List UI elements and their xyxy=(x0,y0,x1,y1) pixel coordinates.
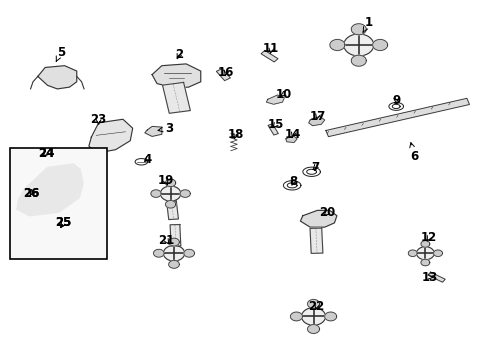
Polygon shape xyxy=(89,119,132,153)
Polygon shape xyxy=(38,66,77,89)
Polygon shape xyxy=(433,250,442,256)
Polygon shape xyxy=(261,50,277,62)
Polygon shape xyxy=(170,225,181,246)
Polygon shape xyxy=(168,238,179,246)
Text: 26: 26 xyxy=(23,187,40,200)
Polygon shape xyxy=(372,40,387,50)
Polygon shape xyxy=(266,95,284,104)
Text: 5: 5 xyxy=(56,46,65,62)
Polygon shape xyxy=(153,249,164,257)
Text: 20: 20 xyxy=(318,206,335,219)
Polygon shape xyxy=(307,325,319,333)
Text: 8: 8 xyxy=(288,175,297,188)
Bar xyxy=(10,148,107,258)
Polygon shape xyxy=(308,116,324,126)
Polygon shape xyxy=(309,228,322,253)
Text: 16: 16 xyxy=(217,66,234,79)
Text: 10: 10 xyxy=(275,88,291,101)
Text: 25: 25 xyxy=(55,216,72,229)
Polygon shape xyxy=(350,24,366,35)
Text: 19: 19 xyxy=(157,174,174,187)
Polygon shape xyxy=(407,250,416,256)
Text: 11: 11 xyxy=(263,42,279,55)
Text: 3: 3 xyxy=(158,122,173,135)
Polygon shape xyxy=(151,190,161,197)
Polygon shape xyxy=(144,126,162,136)
Text: 24: 24 xyxy=(38,147,54,160)
Polygon shape xyxy=(301,308,325,325)
Text: 12: 12 xyxy=(420,231,436,244)
Polygon shape xyxy=(420,259,429,266)
Text: 18: 18 xyxy=(227,129,244,141)
Polygon shape xyxy=(165,179,175,186)
Polygon shape xyxy=(343,34,373,56)
Text: 22: 22 xyxy=(308,300,324,313)
Text: 13: 13 xyxy=(421,271,437,284)
Text: 6: 6 xyxy=(409,143,418,163)
Polygon shape xyxy=(163,246,184,261)
Polygon shape xyxy=(216,69,230,81)
Polygon shape xyxy=(267,124,278,135)
Polygon shape xyxy=(416,247,433,260)
Text: 9: 9 xyxy=(391,94,400,107)
Text: 7: 7 xyxy=(310,161,318,174)
Polygon shape xyxy=(420,241,429,247)
Polygon shape xyxy=(300,210,336,227)
Text: 14: 14 xyxy=(285,128,301,141)
Text: 1: 1 xyxy=(362,16,372,32)
Polygon shape xyxy=(180,190,190,197)
Polygon shape xyxy=(165,201,175,208)
Polygon shape xyxy=(307,300,319,308)
Text: 4: 4 xyxy=(143,153,151,166)
Polygon shape xyxy=(329,40,344,50)
Polygon shape xyxy=(183,249,194,257)
Polygon shape xyxy=(324,312,336,321)
Text: 23: 23 xyxy=(90,113,106,126)
Text: 21: 21 xyxy=(158,234,175,247)
Polygon shape xyxy=(17,164,83,216)
Text: 26: 26 xyxy=(23,187,40,200)
Polygon shape xyxy=(168,261,179,268)
Polygon shape xyxy=(160,186,181,201)
Polygon shape xyxy=(152,64,201,88)
Polygon shape xyxy=(350,55,366,66)
Text: 24: 24 xyxy=(38,147,54,160)
Text: 25: 25 xyxy=(55,216,72,229)
Text: 15: 15 xyxy=(267,118,283,131)
Polygon shape xyxy=(427,272,444,282)
Polygon shape xyxy=(162,82,190,113)
Polygon shape xyxy=(285,135,296,143)
Polygon shape xyxy=(325,98,468,137)
Text: 17: 17 xyxy=(309,110,325,123)
Text: 2: 2 xyxy=(175,48,183,61)
Polygon shape xyxy=(166,201,178,220)
Polygon shape xyxy=(290,312,302,321)
